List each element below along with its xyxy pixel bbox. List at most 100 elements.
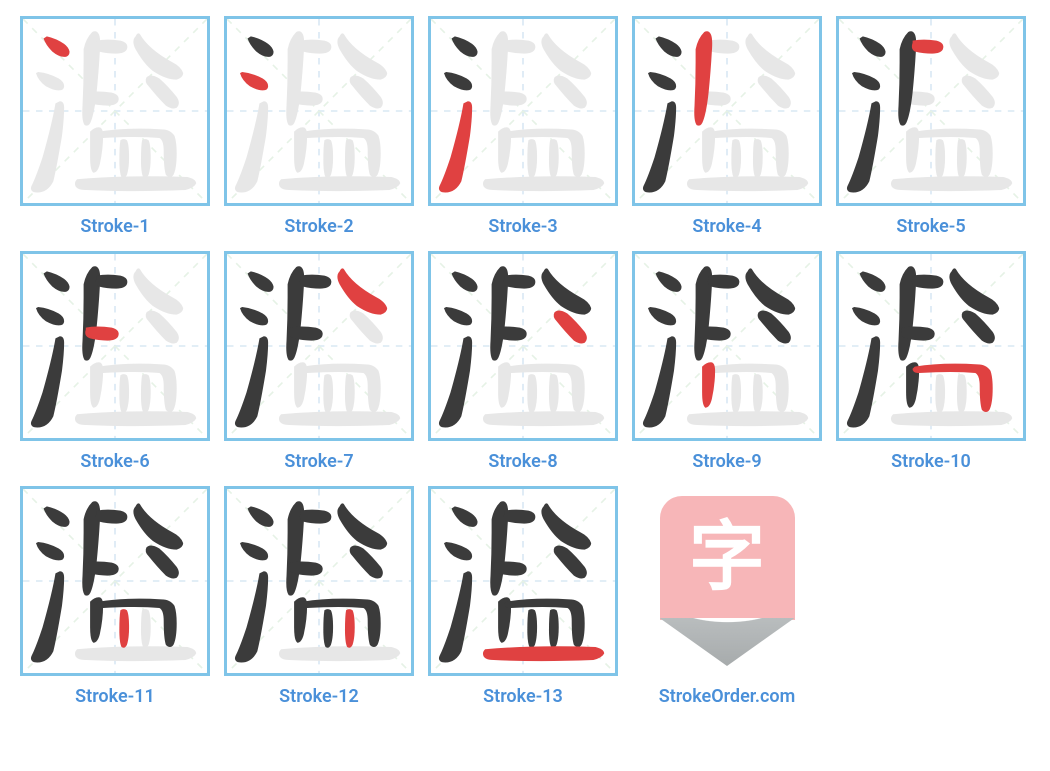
stroke-placeholder xyxy=(75,646,196,661)
logo-shape: 字 xyxy=(660,496,795,666)
stroke-placeholder xyxy=(549,139,559,178)
stroke-tile[interactable] xyxy=(836,251,1026,441)
stroke-cell: Stroke-4 xyxy=(632,16,822,237)
stroke-finished xyxy=(36,542,64,560)
stroke-placeholder xyxy=(300,40,331,54)
stroke-finished xyxy=(452,506,478,527)
stroke-placeholder xyxy=(949,33,999,79)
stroke-tile[interactable] xyxy=(836,16,1026,206)
stroke-caption: Stroke-8 xyxy=(488,451,557,472)
stroke-svg xyxy=(23,489,207,673)
stroke-finished xyxy=(847,101,880,192)
stroke-finished xyxy=(444,542,472,560)
stroke-active xyxy=(240,72,268,90)
stroke-tile[interactable] xyxy=(224,251,414,441)
stroke-finished xyxy=(240,307,268,325)
stroke-finished xyxy=(133,503,183,549)
stroke-finished xyxy=(248,506,274,527)
stroke-placeholder xyxy=(957,139,967,178)
logo-pencil-tip-icon xyxy=(660,618,795,666)
stroke-placeholder xyxy=(75,176,196,191)
stroke-placeholder xyxy=(323,374,333,413)
stroke-placeholder xyxy=(731,139,741,178)
stroke-caption: Stroke-12 xyxy=(279,686,359,707)
stroke-finished xyxy=(300,275,331,289)
stroke-finished xyxy=(96,275,127,289)
stroke-tile[interactable] xyxy=(20,16,210,206)
stroke-placeholder xyxy=(957,374,967,413)
stroke-tile[interactable] xyxy=(632,16,822,206)
stroke-finished xyxy=(912,275,943,289)
stroke-placeholder xyxy=(350,311,383,344)
stroke-placeholder xyxy=(235,101,268,192)
stroke-grid: Stroke-1 Stroke-2 Stroke-3 Stroke-4 xyxy=(20,16,1030,707)
stroke-tile[interactable] xyxy=(224,486,414,676)
stroke-placeholder xyxy=(745,33,795,79)
stroke-tile[interactable] xyxy=(428,251,618,441)
stroke-finished xyxy=(444,307,472,325)
stroke-tile[interactable] xyxy=(428,16,618,206)
stroke-tile[interactable] xyxy=(224,16,414,206)
stroke-svg xyxy=(635,254,819,438)
logo-char: 字 xyxy=(689,520,765,596)
stroke-finished xyxy=(452,36,478,57)
stroke-active xyxy=(554,311,587,344)
stroke-finished xyxy=(656,36,682,57)
stroke-finished xyxy=(44,506,70,527)
stroke-placeholder xyxy=(279,646,400,661)
stroke-caption: Stroke-6 xyxy=(80,451,149,472)
stroke-active xyxy=(694,31,712,125)
stroke-placeholder xyxy=(141,609,151,648)
stroke-svg xyxy=(23,19,207,203)
logo-square: 字 xyxy=(660,496,795,620)
stroke-placeholder xyxy=(687,411,808,426)
stroke-placeholder xyxy=(279,176,400,191)
stroke-caption: Stroke-10 xyxy=(891,451,971,472)
stroke-placeholder xyxy=(753,374,763,413)
stroke-finished xyxy=(301,599,381,647)
stroke-placeholder xyxy=(483,411,604,426)
stroke-finished xyxy=(31,571,64,662)
stroke-finished xyxy=(852,72,880,90)
stroke-placeholder xyxy=(554,76,587,109)
stroke-tile[interactable] xyxy=(20,251,210,441)
stroke-finished xyxy=(643,336,676,427)
stroke-tile[interactable] xyxy=(428,486,618,676)
logo-caption: StrokeOrder.com xyxy=(659,686,796,707)
stroke-placeholder xyxy=(119,374,129,413)
stroke-placeholder xyxy=(891,176,1012,191)
logo-cell: 字 StrokeOrder.com xyxy=(632,486,822,707)
stroke-finished xyxy=(300,510,331,524)
stroke-placeholder xyxy=(97,129,177,177)
stroke-svg xyxy=(431,19,615,203)
stroke-placeholder xyxy=(323,139,333,178)
stroke-placeholder xyxy=(345,139,355,178)
stroke-cell: Stroke-5 xyxy=(836,16,1026,237)
stroke-finished xyxy=(648,307,676,325)
stroke-placeholder xyxy=(541,33,591,79)
stroke-active xyxy=(913,364,993,412)
stroke-finished xyxy=(444,72,472,90)
stroke-caption: Stroke-2 xyxy=(284,216,353,237)
site-logo[interactable]: 字 xyxy=(632,486,822,676)
stroke-placeholder xyxy=(133,33,183,79)
stroke-active xyxy=(44,36,70,57)
stroke-finished xyxy=(860,271,886,292)
stroke-cell: Stroke-11 xyxy=(20,486,210,707)
stroke-active xyxy=(345,609,355,648)
stroke-finished xyxy=(505,599,585,647)
stroke-tile[interactable] xyxy=(20,486,210,676)
stroke-caption: Stroke-1 xyxy=(80,216,149,237)
stroke-finished xyxy=(44,271,70,292)
stroke-finished xyxy=(962,311,995,344)
stroke-finished xyxy=(350,546,383,579)
stroke-cell: Stroke-7 xyxy=(224,251,414,472)
stroke-cell: Stroke-6 xyxy=(20,251,210,472)
stroke-active xyxy=(702,362,715,407)
stroke-placeholder xyxy=(350,76,383,109)
stroke-finished xyxy=(248,271,274,292)
stroke-tile[interactable] xyxy=(632,251,822,441)
stroke-cell: Stroke-10 xyxy=(836,251,1026,472)
stroke-placeholder xyxy=(527,139,537,178)
stroke-finished xyxy=(97,599,177,647)
